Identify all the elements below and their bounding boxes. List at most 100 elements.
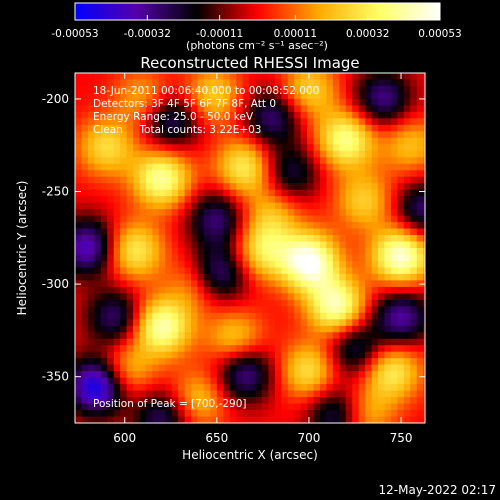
heatmap-cell [410,124,418,132]
heatmap-cell [229,79,237,87]
heatmap-cell [81,189,89,197]
heatmap-cell [345,202,353,210]
heatmap-cell [139,170,147,178]
heatmap-cell [307,241,315,249]
heatmap-cell [197,241,205,249]
heatmap-cell [229,345,237,353]
heatmap-cell [229,416,237,423]
heatmap-cell [178,410,186,418]
heatmap-cell [87,209,95,217]
heatmap-cell [378,384,386,392]
heatmap-cell [152,325,160,333]
heatmap-cell [371,73,379,81]
heatmap-cell [365,170,373,178]
heatmap-cell [152,150,160,158]
heatmap-cell [294,351,302,359]
heatmap-cell [165,235,173,243]
heatmap-cell [339,235,347,243]
heatmap-cell [223,79,231,87]
heatmap-cell [326,358,334,366]
heatmap-cell [81,299,89,307]
heatmap-cell [152,312,160,320]
heatmap-cell [339,410,347,418]
heatmap-cell [423,189,425,197]
heatmap-cell [403,163,411,171]
heatmap-cell [223,73,231,81]
heatmap-cell [145,299,153,307]
heatmap-cell [384,280,392,288]
heatmap-cell [384,163,392,171]
heatmap-cell [94,79,102,87]
heatmap-cell [145,390,153,398]
heatmap-cell [178,118,186,126]
heatmap-cell [281,189,289,197]
heatmap-cell [100,273,108,282]
heatmap-cell [191,377,199,385]
heatmap-cell [390,332,398,340]
heatmap-cell [229,163,237,171]
heatmap-cell [384,118,392,126]
heatmap-cell [403,267,411,275]
heatmap-cell [120,79,128,87]
heatmap-cell [255,267,263,275]
heatmap-cell [358,98,366,107]
heatmap-cell [384,131,392,139]
heatmap-cell [236,364,244,372]
heatmap-cell [81,416,89,423]
y-tick-label: -200 [42,92,69,106]
heatmap-cell [378,222,386,230]
heatmap-cell [126,157,134,165]
heatmap-cell [120,92,128,100]
heatmap-cell [191,92,199,100]
heatmap-cell [423,260,425,269]
heatmap-cell [281,98,289,107]
heatmap-cell [313,170,321,178]
heatmap-cell [332,79,340,87]
heatmap-cell [178,312,186,320]
heatmap-cell [339,228,347,236]
heatmap-cell [81,364,89,372]
heatmap-cell [165,358,173,366]
heatmap-cell [403,196,411,204]
heatmap-cell [423,306,425,314]
heatmap-cell [223,235,231,243]
heatmap-cell [165,377,173,385]
heatmap-cell [203,209,211,217]
heatmap-cell [416,319,424,327]
heatmap-cell [94,157,102,165]
heatmap-cell [216,410,224,418]
heatmap-cell [171,163,179,171]
heatmap-cell [165,137,173,145]
heatmap-cell [397,98,405,107]
heatmap-cell [294,241,302,249]
heatmap-cell [294,280,302,288]
heatmap-cell [345,196,353,204]
heatmap-cell [294,293,302,301]
heatmap-cell [320,390,328,398]
heatmap-cell [210,410,218,418]
heatmap-cell [133,345,141,353]
heatmap-cell [152,377,160,385]
heatmap-cell [87,131,95,139]
heatmap-cell [332,325,340,333]
heatmap-cell [358,228,366,236]
heatmap-cell [352,137,360,145]
heatmap-cell [178,293,186,301]
heatmap-cell [184,209,192,217]
heatmap-cell [81,332,89,340]
heatmap-cell [145,351,153,359]
heatmap-cell [339,377,347,385]
heatmap-cell [94,364,102,372]
heatmap-cell [261,254,270,262]
heatmap-cell [171,131,179,139]
heatmap-cell [274,222,282,230]
heatmap-cell [100,105,108,113]
heatmap-cell [210,170,218,178]
heatmap-cell [378,299,386,307]
heatmap-cell [378,118,386,126]
heatmap-cell [100,306,108,314]
heatmap-cell [210,189,218,197]
heatmap-cell [332,150,340,158]
heatmap-cell [365,325,373,333]
heatmap-cell [197,312,205,320]
